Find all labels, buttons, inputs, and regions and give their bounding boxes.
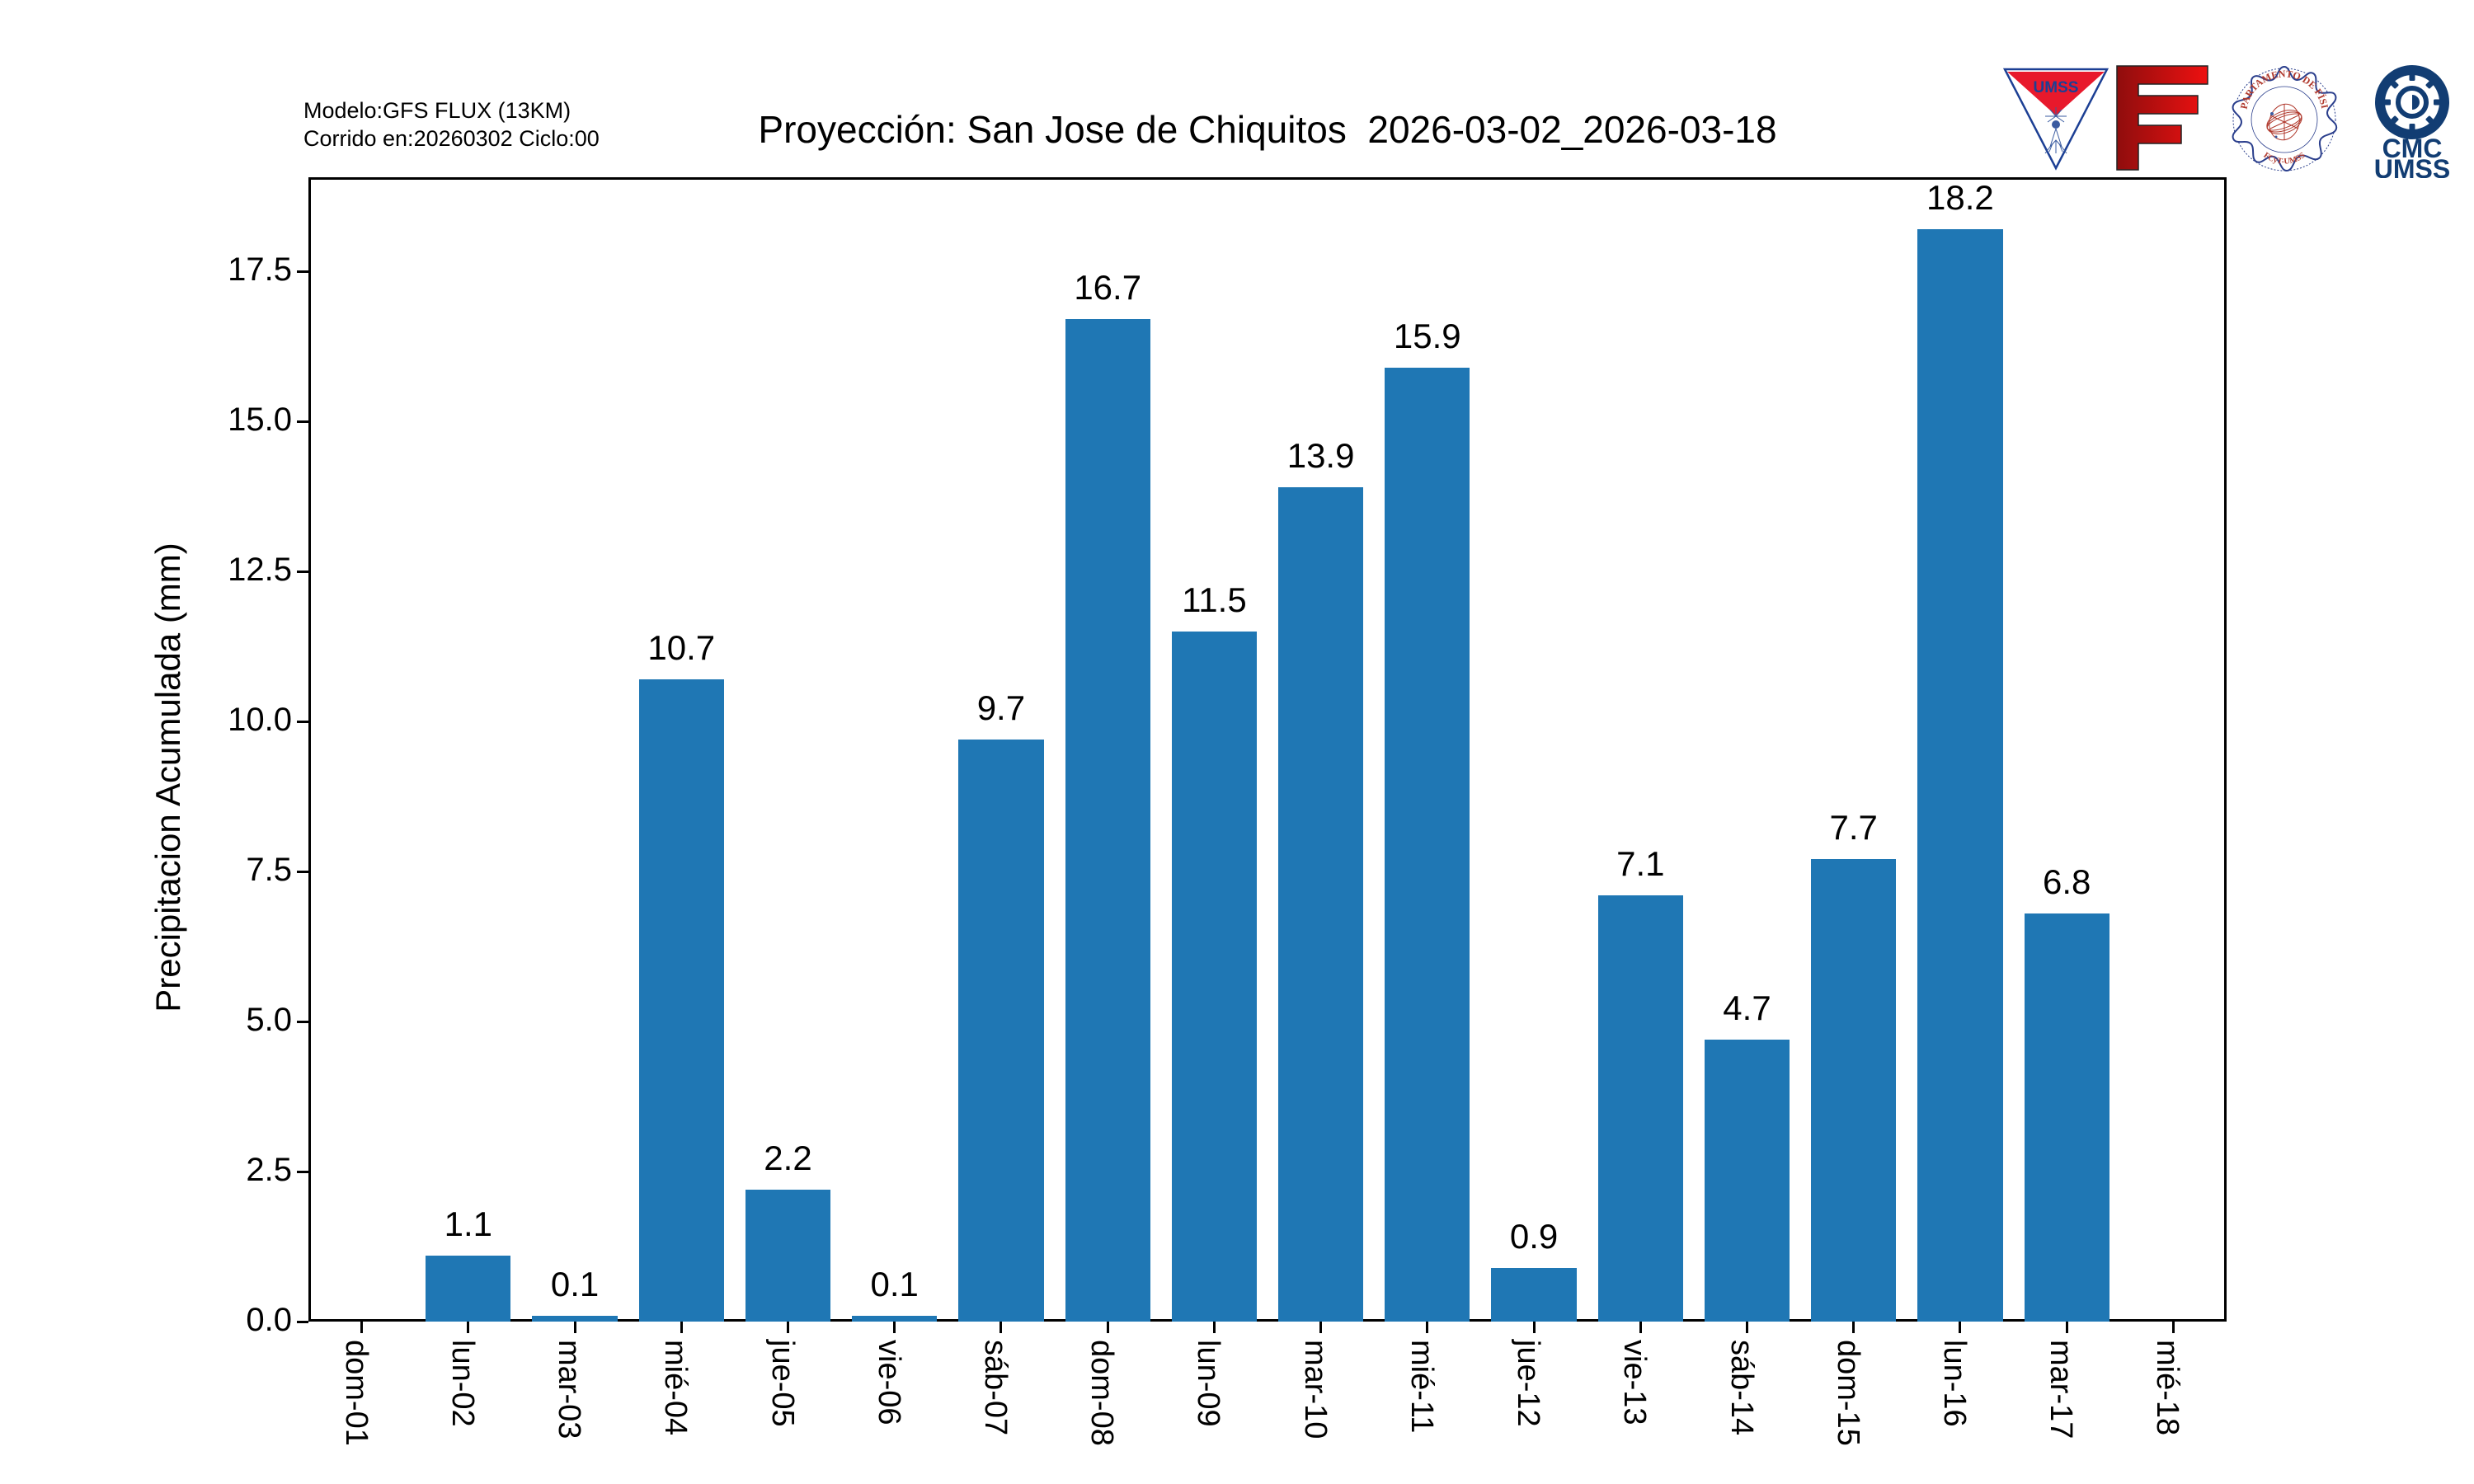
svg-text:UMSS: UMSS <box>2374 154 2450 178</box>
svg-text:UMSS: UMSS <box>2034 79 2079 96</box>
